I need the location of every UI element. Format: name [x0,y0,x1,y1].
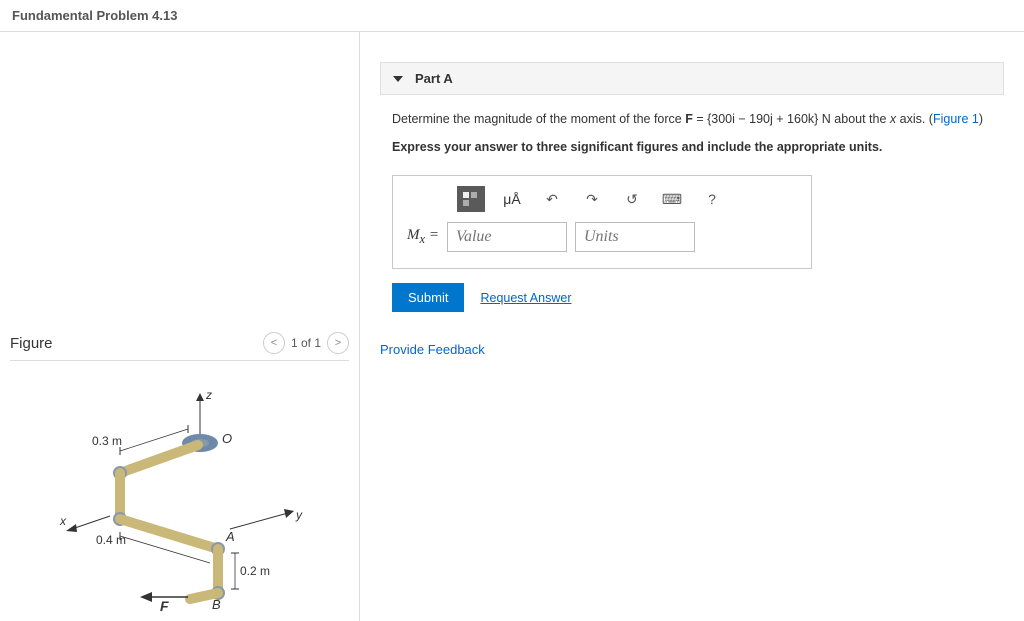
units-mu-button[interactable]: μÅ [499,187,525,211]
force-expr: = {300i − 190j + 160k} N [693,112,831,126]
keyboard-button[interactable]: ⌨ [659,187,685,211]
dim-04: 0.4 m [96,533,126,547]
submit-row: Submit Request Answer [392,283,992,312]
figure-section: Figure < 1 of 1 > z O [10,332,349,611]
submit-button[interactable]: Submit [392,283,464,312]
pager-next-button[interactable]: > [327,332,349,354]
instruction-text: Express your answer to three significant… [392,140,882,154]
force-symbol: F [685,112,693,126]
prompt-post: about the [831,112,890,126]
figure-header: Figure < 1 of 1 > [10,332,349,361]
templates-button[interactable] [457,186,485,212]
provide-feedback-link[interactable]: Provide Feedback [380,342,1004,357]
figure-heading: Figure [10,335,53,352]
part-header-bar[interactable]: Part A [380,62,1004,95]
pipe-diagram-svg: z O 0.3 m [30,381,330,611]
units-input[interactable] [575,222,695,252]
pager-prev-button[interactable]: < [263,332,285,354]
origin-label: O [222,431,232,446]
dim-02: 0.2 m [240,564,270,578]
answer-block: μÅ ↶ ↷ ↺ ⌨ ? Mx = [392,175,812,269]
answer-row: Mx = [407,222,797,252]
reset-button[interactable]: ↺ [619,187,645,211]
axis-x-label: x [59,514,67,528]
collapse-caret-icon [393,76,403,82]
page-header: Fundamental Problem 4.13 [0,0,1024,32]
main-layout: Figure < 1 of 1 > z O [0,32,1024,621]
answer-var-label: Mx = [407,227,439,247]
redo-button[interactable]: ↷ [579,187,605,211]
value-input[interactable] [447,222,567,252]
prompt-end: axis. ( [896,112,933,126]
problem-title: Fundamental Problem 4.13 [12,8,1012,23]
left-column: Figure < 1 of 1 > z O [0,32,360,621]
prompt-close: ) [979,112,983,126]
pointA-label: A [225,529,235,544]
forceF-label: F [160,598,169,611]
axis-y-label: y [295,508,303,522]
figure-diagram: z O 0.3 m [10,381,349,611]
axis-z-label: z [205,388,212,402]
prompt-text: Determine the magnitude of the moment of… [380,95,1004,167]
input-toolbar: μÅ ↶ ↷ ↺ ⌨ ? [457,186,797,212]
dim-03: 0.3 m [92,434,122,448]
request-answer-link[interactable]: Request Answer [480,291,571,305]
help-button[interactable]: ? [699,187,725,211]
prompt-pre: Determine the magnitude of the moment of… [392,112,685,126]
figure-pager: < 1 of 1 > [263,332,349,354]
part-label: Part A [415,71,453,86]
right-column: Part A Determine the magnitude of the mo… [360,32,1024,621]
pager-text: 1 of 1 [291,336,321,350]
undo-button[interactable]: ↶ [539,187,565,211]
pointB-label: B [212,597,221,611]
figure-link[interactable]: Figure 1 [933,112,979,126]
